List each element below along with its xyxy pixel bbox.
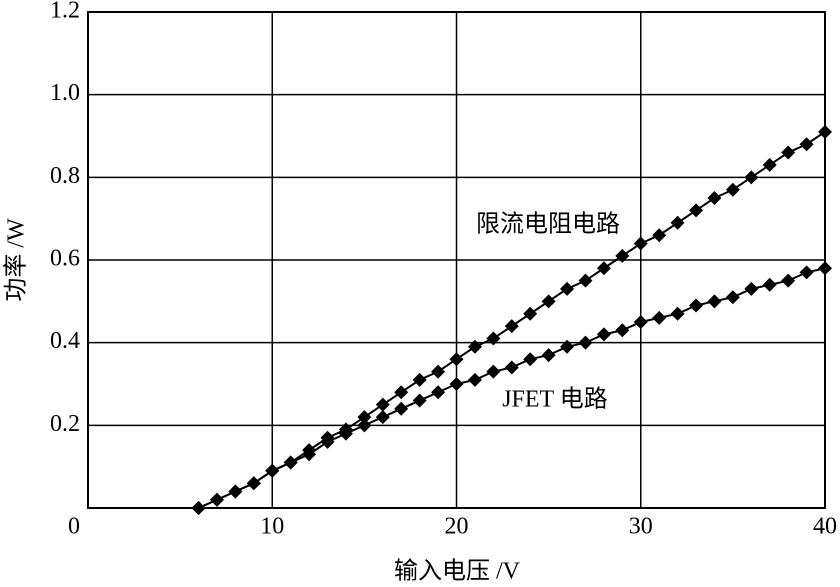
- data-marker: [744, 170, 759, 185]
- data-marker: [762, 277, 777, 292]
- data-marker: [375, 410, 390, 425]
- data-marker: [762, 157, 777, 172]
- data-marker: [615, 248, 630, 263]
- data-marker: [707, 294, 722, 309]
- data-marker: [725, 290, 740, 305]
- data-marker: [578, 273, 593, 288]
- data-marker: [467, 372, 482, 387]
- data-marker: [357, 418, 372, 433]
- data-marker: [596, 327, 611, 342]
- data-marker: [670, 215, 685, 230]
- data-marker: [541, 348, 556, 363]
- data-marker: [191, 501, 206, 515]
- data-marker: [744, 281, 759, 296]
- y-tick-label: 0.8: [50, 163, 80, 189]
- x-tick-label: 0: [68, 514, 80, 540]
- data-marker: [394, 401, 409, 416]
- data-marker: [375, 397, 390, 412]
- data-marker: [431, 364, 446, 379]
- data-marker: [486, 364, 501, 379]
- data-marker: [246, 476, 261, 491]
- x-axis-label: 输入电压 /V: [394, 558, 521, 585]
- data-marker: [799, 265, 814, 280]
- x-tick-label: 30: [629, 514, 653, 540]
- data-marker: [302, 447, 317, 462]
- y-tick-label: 1.2: [50, 0, 80, 24]
- data-marker: [338, 426, 353, 441]
- data-marker: [781, 145, 796, 160]
- data-marker: [504, 319, 519, 334]
- data-marker: [781, 273, 796, 288]
- data-marker: [412, 393, 427, 408]
- data-marker: [818, 124, 832, 139]
- data-marker: [449, 377, 464, 391]
- data-marker: [689, 298, 704, 313]
- y-tick-label: 0.2: [50, 411, 80, 437]
- x-tick-label: 40: [813, 514, 837, 540]
- data-marker: [615, 323, 630, 338]
- x-tick-label: 10: [260, 514, 284, 540]
- data-marker: [670, 306, 685, 321]
- data-marker: [449, 352, 464, 367]
- data-marker: [228, 484, 243, 499]
- data-marker: [799, 137, 814, 152]
- annotation: JFET 电路: [502, 386, 608, 413]
- data-marker: [707, 191, 722, 205]
- data-marker: [560, 339, 575, 354]
- y-axis-label: 功率 /W: [3, 218, 30, 302]
- data-marker: [725, 182, 740, 197]
- data-marker: [818, 261, 832, 276]
- data-marker: [320, 434, 335, 449]
- data-marker: [523, 306, 538, 321]
- data-marker: [504, 360, 519, 375]
- x-tick-label: 20: [445, 514, 469, 540]
- data-marker: [689, 203, 704, 218]
- data-marker: [394, 385, 409, 400]
- data-marker: [578, 335, 593, 350]
- data-marker: [560, 281, 575, 296]
- data-marker: [633, 315, 648, 329]
- annotation: 限流电阻电路: [476, 211, 620, 238]
- data-marker: [431, 385, 446, 400]
- data-marker: [596, 261, 611, 276]
- data-marker: [652, 310, 667, 325]
- data-marker: [486, 331, 501, 346]
- data-marker: [541, 294, 556, 309]
- data-marker: [633, 236, 648, 251]
- data-marker: [652, 228, 667, 243]
- y-tick-label: 0.6: [50, 246, 80, 272]
- data-marker: [523, 352, 538, 367]
- data-marker: [283, 455, 298, 470]
- data-marker: [209, 492, 224, 507]
- y-tick-label: 0.4: [50, 328, 80, 354]
- data-marker: [357, 410, 372, 425]
- data-marker: [467, 339, 482, 354]
- data-marker: [412, 372, 427, 387]
- data-marker: [265, 463, 280, 478]
- y-tick-label: 1.0: [50, 80, 80, 106]
